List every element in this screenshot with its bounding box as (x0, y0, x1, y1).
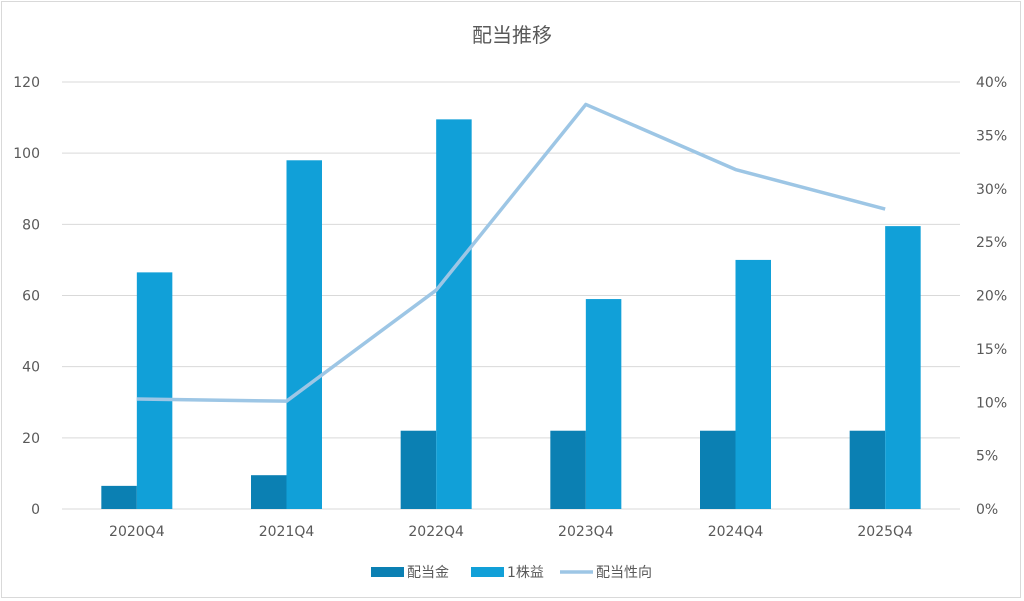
bar-eps (436, 119, 472, 510)
right-axis-ticks: 0% 5% 10% 15% 20% 25% 30% 35% 40% (976, 75, 1007, 518)
legend-swatch (371, 567, 404, 577)
bar-dividend (700, 430, 736, 509)
legend-label: 配当性向 (596, 565, 652, 581)
left-tick-label: 100 (13, 146, 40, 162)
x-axis-ticks: 2020Q4 2021Q4 2022Q4 2023Q4 2024Q4 2025Q4 (109, 524, 913, 540)
right-tick-label: 15% (976, 342, 1007, 358)
bar-dividend (251, 475, 287, 509)
x-tick-label: 2021Q4 (259, 524, 315, 540)
x-tick-label: 2025Q4 (857, 524, 913, 540)
bar-eps (585, 299, 622, 509)
left-tick-label: 60 (22, 289, 40, 305)
x-tick-label: 2022Q4 (408, 524, 464, 540)
bar-dividend (550, 430, 586, 509)
x-tick-label: 2020Q4 (109, 524, 165, 540)
right-tick-label: 10% (976, 395, 1007, 411)
bar-dividend (400, 430, 437, 509)
payout-ratio-line (136, 102, 886, 403)
right-tick-label: 40% (976, 75, 1007, 91)
right-tick-label: 30% (976, 182, 1007, 198)
x-tick-label: 2024Q4 (708, 524, 764, 540)
left-tick-label: 80 (22, 217, 40, 233)
right-tick-label: 25% (976, 235, 1007, 251)
left-axis-ticks: 0 20 40 60 80 100 120 (13, 75, 40, 518)
legend-swatch (471, 567, 504, 577)
bar-dividend (101, 485, 137, 509)
right-tick-label: 5% (976, 449, 998, 465)
legend-label: 1株益 (507, 565, 544, 581)
legend: 配当金 1株益 配当性向 (371, 565, 652, 581)
left-tick-label: 120 (13, 75, 40, 91)
bar-eps (286, 160, 322, 510)
bar-eps (136, 272, 173, 509)
bar-dividend (849, 430, 886, 509)
chart-title: 配当推移 (472, 23, 552, 47)
legend-label: 配当金 (407, 565, 449, 581)
x-tick-label: 2023Q4 (558, 524, 614, 540)
right-tick-label: 35% (976, 128, 1007, 144)
left-tick-label: 0 (31, 502, 40, 518)
gridlines (62, 81, 960, 510)
bar-eps (735, 259, 771, 509)
bars (101, 119, 921, 510)
right-tick-label: 0% (976, 502, 998, 518)
left-tick-label: 20 (22, 431, 40, 447)
bar-eps (885, 226, 921, 510)
left-tick-label: 40 (22, 360, 40, 376)
payout-line (136, 102, 886, 403)
right-tick-label: 20% (976, 289, 1007, 305)
